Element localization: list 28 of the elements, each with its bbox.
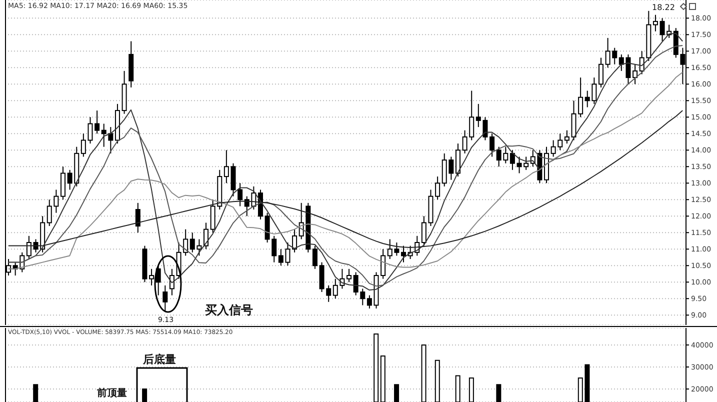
- candlestick: [510, 150, 515, 170]
- candlestick: [455, 143, 460, 178]
- candlestick: [490, 133, 495, 158]
- candlestick: [224, 150, 229, 184]
- candlestick: [60, 166, 66, 200]
- candlestick: [230, 162, 236, 197]
- candlestick: [135, 202, 140, 234]
- candlestick: [346, 268, 352, 283]
- annotation: 买入信号: [205, 302, 253, 319]
- candlestick: [94, 110, 100, 134]
- candlestick: [169, 268, 174, 296]
- candlestick: [401, 245, 406, 263]
- candlestick: [632, 64, 638, 85]
- candlestick: [435, 176, 440, 200]
- candlestick: [564, 130, 570, 144]
- annotation: 后底量: [143, 352, 176, 367]
- candlestick: [312, 245, 318, 270]
- candlestick: [149, 268, 154, 286]
- candlestick: [292, 228, 298, 253]
- candlestick: [652, 14, 658, 32]
- candlestick: [366, 294, 372, 310]
- candlestick: [26, 235, 32, 260]
- annotation: 前顶量: [97, 386, 127, 400]
- annotation: 18.22: [652, 3, 675, 12]
- candlestick: [162, 284, 168, 312]
- candlestick: [204, 222, 209, 250]
- candlestick: [598, 57, 604, 88]
- candlestick: [238, 182, 243, 207]
